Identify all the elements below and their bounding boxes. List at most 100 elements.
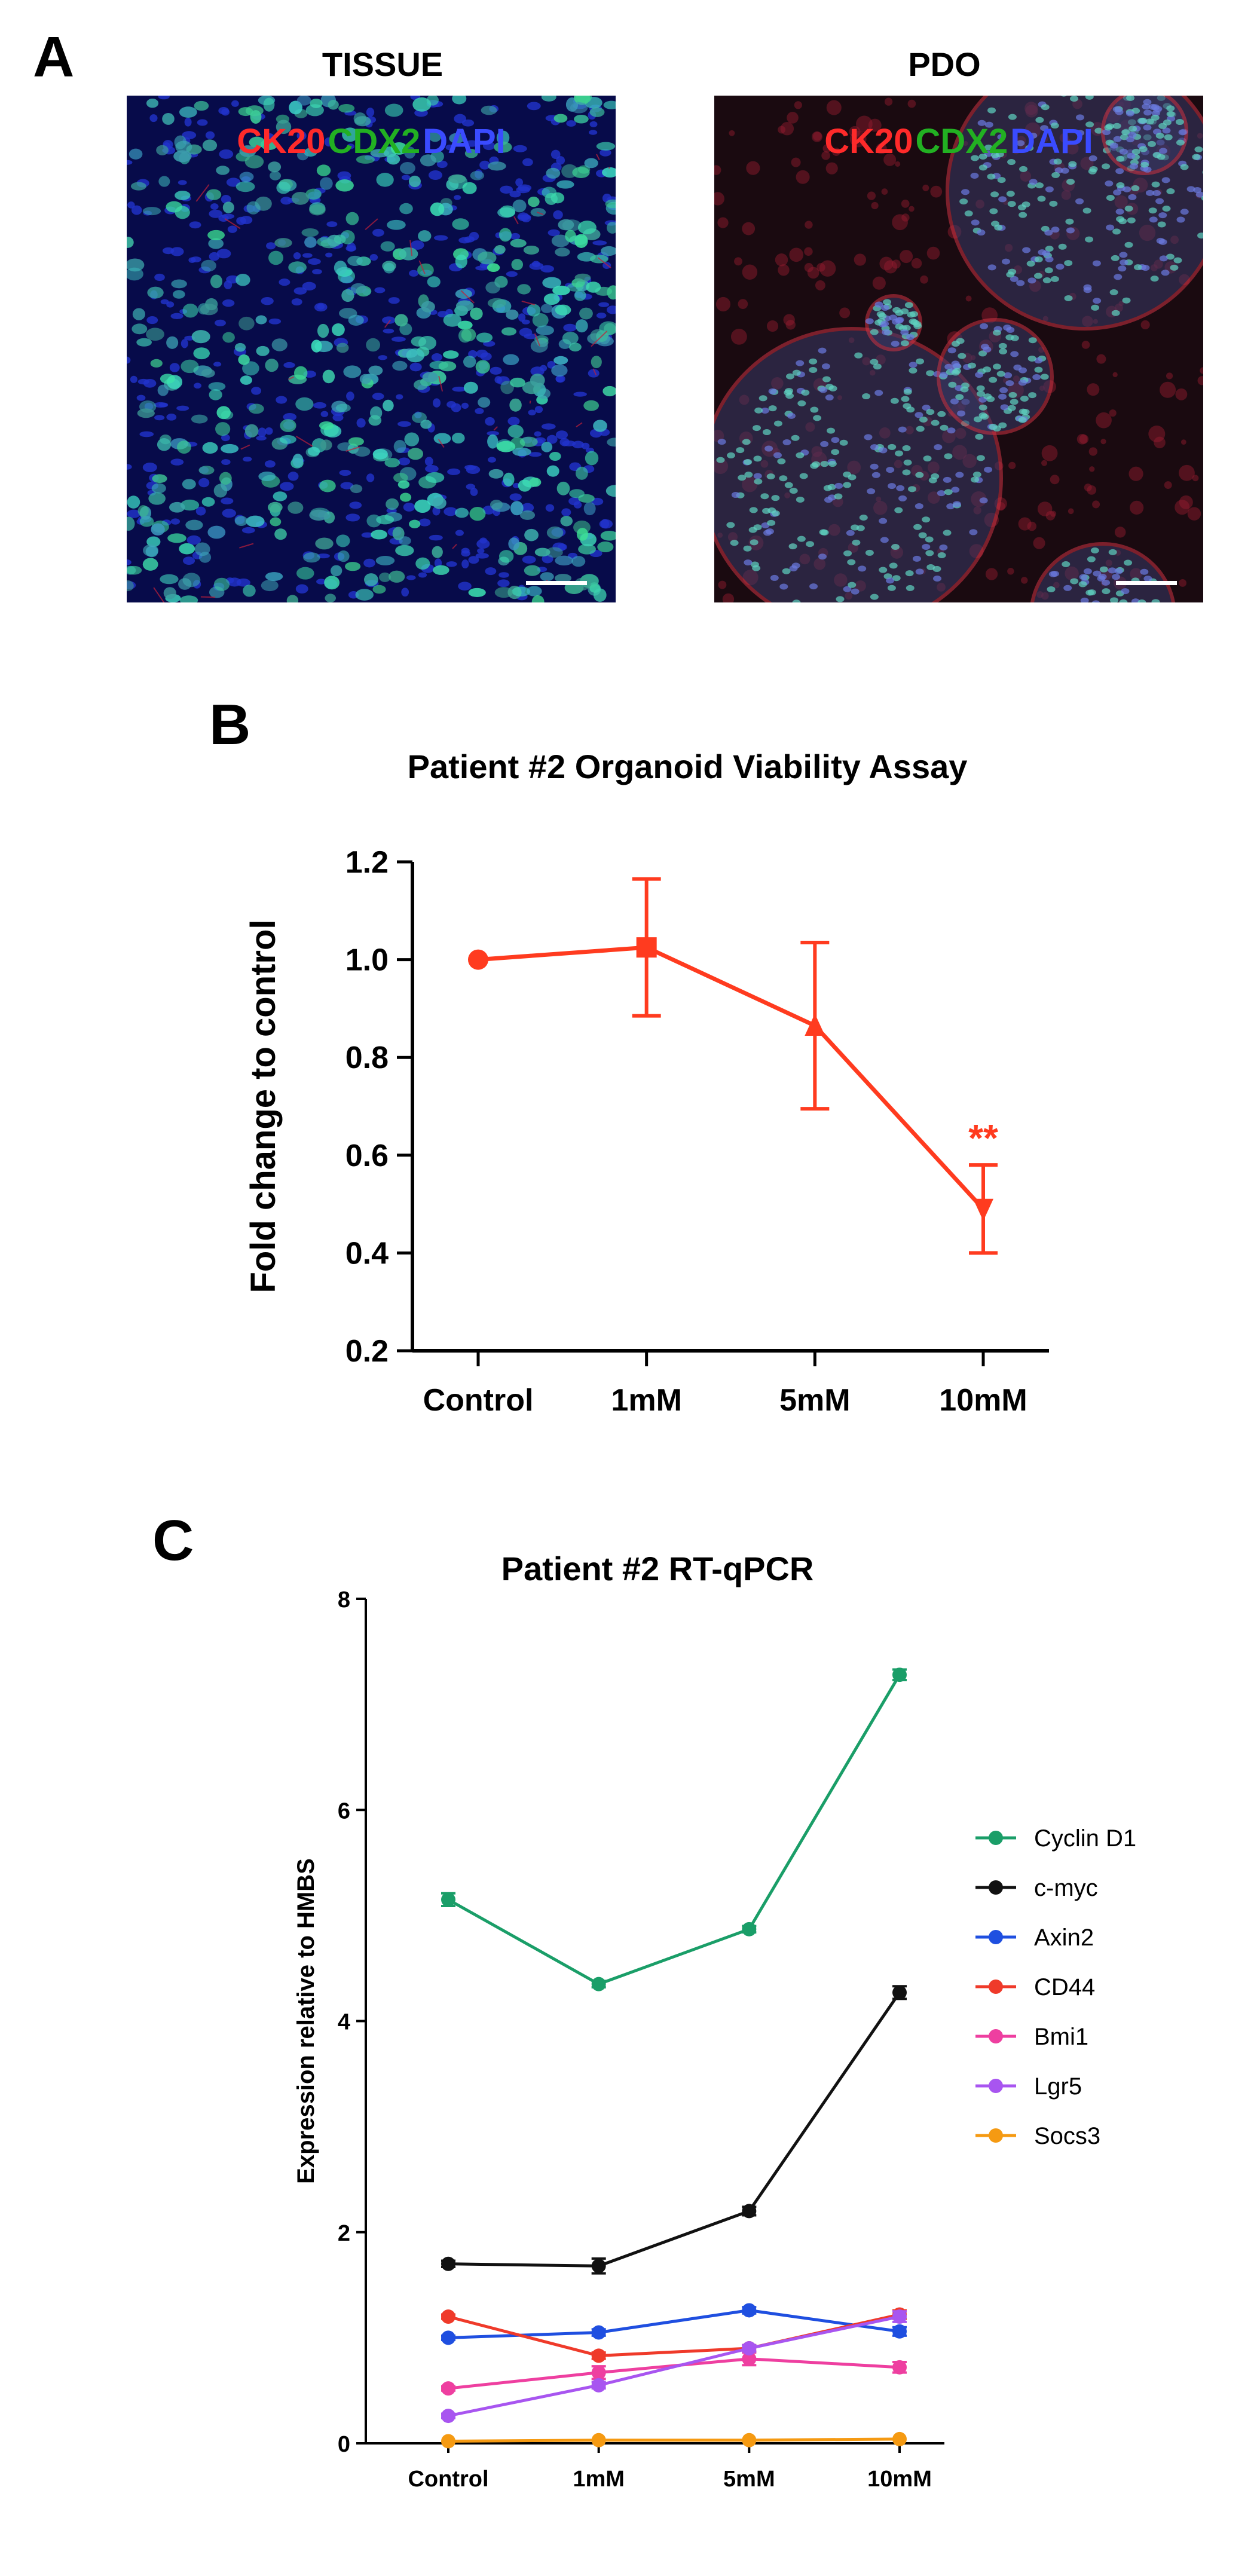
tissue-nucleus-cdx2: [555, 247, 570, 257]
tissue-ck20-fiber: [452, 543, 457, 549]
pdo-organoid-nucleus: [922, 405, 931, 411]
pdo-organoid-nucleus: [947, 427, 956, 434]
viability-x-tick-label: 1mM: [611, 1383, 681, 1418]
pdo-organoid-nucleus: [1140, 568, 1149, 575]
tissue-nucleus-blue: [498, 572, 509, 578]
pdo-organoid-nucleus: [1143, 109, 1152, 116]
qpcr-point: [742, 2433, 757, 2447]
pdo-organoid-nucleus: [1056, 264, 1065, 270]
tissue-nucleus-cdx2: [534, 547, 550, 557]
pdo-organoid-nucleus: [880, 304, 889, 311]
tissue-nucleus-blue: [550, 149, 561, 159]
pdo-organoid-nucleus: [874, 390, 883, 396]
pdo-organoid-nucleus: [1128, 126, 1137, 132]
tissue-nucleus-cdx2: [316, 164, 331, 176]
tissue-ck20-fiber: [493, 426, 498, 431]
pdo-debris: [1096, 412, 1112, 429]
tissue-nucleus-blue: [485, 567, 497, 576]
pdo-organoid-nucleus: [1060, 167, 1069, 174]
pdo-organoid-nucleus: [1075, 198, 1084, 204]
qpcr-legend-label: Bmi1: [1034, 2024, 1088, 2050]
tissue-nucleus-cdx2: [583, 400, 600, 411]
pdo-organoid-nucleus: [1197, 232, 1203, 239]
pdo-organoid-nucleus: [792, 599, 801, 602]
tissue-nucleus-cdx2: [147, 286, 164, 299]
qpcr-y-tick-label: 8: [338, 1587, 350, 1613]
tissue-nucleus-cdx2: [510, 501, 524, 516]
tissue-nucleus-blue: [506, 271, 518, 277]
pdo-organoid-nucleus: [859, 515, 868, 521]
pdo-organoid-nucleus: [744, 459, 753, 466]
viability-y-tick-label: 0.6: [345, 1139, 389, 1173]
tissue-nucleus-cdx2: [549, 451, 561, 461]
pdo-organoid-nucleus: [879, 447, 888, 454]
viability-y-tick-label: 0.4: [345, 1236, 389, 1271]
pdo-organoid-nucleus: [902, 445, 911, 451]
tissue-nucleus-cdx2: [280, 419, 296, 432]
tissue-nucleus-cdx2: [517, 284, 531, 295]
tissue-nucleus-blue: [280, 482, 294, 491]
tissue-nucleus-cdx2: [209, 389, 222, 400]
tissue-nucleus-cdx2: [462, 182, 477, 194]
tissue-nucleus-cdx2: [494, 244, 506, 255]
pdo-organoid-nucleus: [1166, 111, 1175, 117]
tissue-nucleus-cdx2: [240, 375, 252, 385]
tissue-nucleus-cdx2: [452, 96, 467, 105]
qpcr-legend-swatch-marker: [989, 1831, 1003, 1845]
tissue-nucleus-cdx2: [565, 230, 576, 243]
qpcr-y-axis-label: Expression relative to HMBS: [293, 1858, 319, 2184]
pdo-organoid-nucleus: [1151, 181, 1160, 188]
tissue-nucleus-cdx2: [481, 105, 497, 115]
tissue-nucleus-blue: [332, 414, 344, 421]
tissue-nucleus-cdx2: [553, 356, 568, 365]
qpcr-point: [591, 2365, 606, 2380]
pdo-organoid-nucleus: [895, 310, 904, 316]
tissue-nucleus-blue: [137, 378, 149, 385]
pdo-organoid-nucleus: [913, 524, 922, 530]
tissue-nucleus-cdx2: [404, 432, 420, 446]
tissue-nucleus-cdx2: [393, 440, 406, 454]
pdo-debris: [884, 97, 893, 106]
pdo-organoid-nucleus: [952, 368, 961, 374]
tissue-nucleus-cdx2: [305, 104, 324, 117]
pdo-organoid-nucleus: [916, 426, 925, 432]
tissue-nucleus-blue: [361, 532, 374, 538]
pdo-organoid-nucleus: [983, 366, 992, 373]
tissue-nucleus-cdx2: [268, 250, 284, 265]
tissue-nucleus-cdx2: [238, 107, 253, 117]
tissue-nucleus-blue: [461, 402, 469, 409]
pdo-organoid-nucleus: [1166, 105, 1175, 112]
pdo-organoid-nucleus: [870, 593, 879, 600]
pdo-organoid-nucleus: [1159, 255, 1168, 262]
tissue-nucleus-blue: [194, 383, 201, 389]
tissue-nucleus-cdx2: [399, 162, 415, 175]
pdo-organoid-nucleus: [909, 362, 917, 368]
pdo-debris: [832, 148, 841, 156]
tissue-nucleus-cdx2: [536, 325, 554, 336]
pdo-organoid-nucleus: [983, 393, 992, 400]
tissue-nucleus-cdx2: [602, 386, 616, 397]
tissue-nucleus-cdx2: [427, 276, 441, 287]
pdo-debris: [1092, 500, 1100, 509]
tissue-nucleus-blue: [320, 411, 329, 417]
tissue-nucleus-blue: [403, 503, 415, 512]
pdo-organoid-nucleus: [1001, 258, 1010, 265]
pdo-organoid-nucleus: [828, 385, 837, 391]
tissue-nucleus-cdx2: [151, 523, 165, 536]
pdo-debris: [1084, 484, 1092, 492]
tissue-nucleus-cdx2: [422, 372, 438, 383]
tissue-nucleus-cdx2: [508, 537, 520, 550]
pdo-organoid-nucleus: [990, 191, 999, 198]
pdo-organoid-nucleus: [1097, 575, 1106, 582]
pdo-organoid-nucleus: [1051, 172, 1060, 178]
pdo-organoid-nucleus: [978, 404, 987, 411]
tissue-nucleus-cdx2: [494, 587, 513, 598]
pdo-organoid-nucleus: [818, 347, 827, 354]
tissue-nucleus-cdx2: [380, 241, 395, 252]
pdo-organoid-nucleus: [743, 545, 752, 552]
tissue-nucleus-blue: [149, 114, 158, 123]
pdo-organoid-nucleus: [1127, 152, 1136, 159]
tissue-nucleus-blue: [127, 464, 132, 470]
pdo-organoid-nucleus: [915, 472, 924, 478]
rt-qpcr-chart: Patient #2 RT-qPCR 0 2 4 6 8 Control 1mM 5mM 10mM…: [293, 1550, 1136, 2492]
